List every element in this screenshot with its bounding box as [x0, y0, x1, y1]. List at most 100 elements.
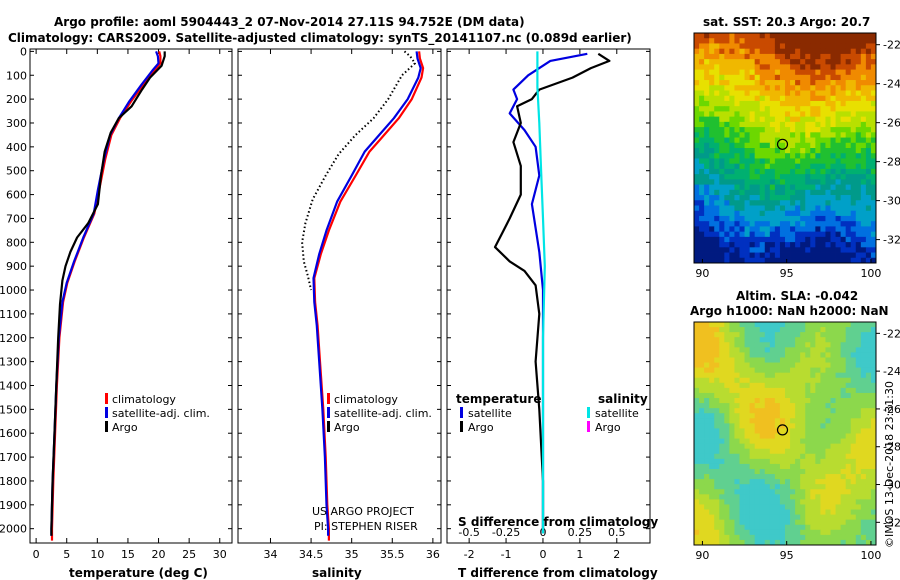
map-cell [850, 448, 857, 455]
map-cell [704, 174, 710, 180]
map-cell [790, 48, 796, 55]
map-cell [774, 121, 781, 128]
map-cell [850, 534, 857, 541]
map-cell [769, 342, 776, 348]
map-cell [719, 257, 725, 264]
map-cell [850, 48, 857, 55]
map-cell [840, 489, 847, 495]
map-cell [694, 418, 700, 424]
map-cell [704, 127, 710, 133]
map-cell [774, 413, 781, 419]
map-cell [845, 163, 852, 170]
map-cell [779, 519, 786, 526]
map-cell [830, 438, 836, 445]
map-cell [855, 226, 862, 233]
map-cell [749, 418, 756, 424]
map-cell [729, 332, 735, 338]
map-cell [704, 509, 710, 515]
map-cell [769, 189, 776, 196]
map-cell [759, 142, 766, 149]
map-cell [845, 184, 852, 191]
map-cell [749, 509, 756, 515]
map-cell [724, 90, 730, 97]
map-cell [709, 106, 715, 112]
map-cell [805, 534, 811, 541]
map-cell [820, 524, 826, 531]
map-cell [724, 53, 730, 60]
map-cell [739, 504, 745, 510]
map-cell [779, 210, 786, 217]
map-cell [850, 257, 857, 264]
map-cell [734, 337, 740, 343]
map-cell [855, 127, 862, 133]
map-cell [779, 367, 786, 374]
map-cell [835, 184, 842, 191]
map-cell [704, 153, 710, 159]
map-cell [835, 327, 842, 333]
map-cell [754, 443, 761, 450]
map-cell [865, 474, 872, 480]
map-cell [704, 524, 710, 531]
map-cell [810, 236, 816, 243]
map-cell [835, 332, 842, 338]
map-cell [845, 106, 852, 112]
map-cell [719, 539, 725, 546]
map-cell [820, 387, 826, 394]
map-cell [709, 179, 715, 185]
map-cell [785, 189, 791, 196]
map-cell [870, 489, 877, 495]
map-cell [709, 69, 715, 76]
map-cell [764, 163, 771, 170]
map-cell [800, 205, 806, 212]
map-cell [805, 74, 811, 81]
map-cell [870, 327, 877, 333]
map-cell [699, 413, 705, 419]
map-cell [860, 372, 867, 379]
map-cell [734, 127, 740, 133]
map-cell [795, 111, 801, 118]
map-cell [840, 347, 847, 353]
map-cell [785, 242, 791, 248]
map-cell [729, 463, 735, 470]
map-cell [749, 387, 756, 394]
map-cell [855, 403, 862, 409]
map-cell [744, 252, 751, 259]
map-cell [779, 372, 786, 379]
map-cell [850, 479, 857, 485]
map-cell [855, 474, 862, 480]
map-cell [759, 100, 766, 107]
map-cell [709, 352, 715, 358]
map-cell [855, 210, 862, 217]
map-cell [810, 100, 816, 107]
map-x-tick-label: 100 [860, 549, 881, 562]
map-cell [769, 200, 776, 206]
map-cell [779, 423, 786, 429]
map-cell [835, 479, 842, 485]
map-cell [815, 479, 821, 485]
map-cell [855, 90, 862, 97]
map-cell [769, 142, 776, 149]
map-cell [709, 504, 715, 510]
map-cell [734, 221, 740, 227]
map-cell [830, 48, 836, 55]
map-cell [795, 43, 801, 50]
map-cell [870, 174, 877, 180]
map-cell [865, 499, 872, 505]
map-cell [850, 423, 857, 429]
map-cell [845, 362, 852, 369]
map-cell [749, 398, 756, 404]
map-cell [724, 100, 730, 107]
map-cell [724, 489, 730, 495]
map-cell [744, 64, 751, 70]
map-cell [805, 158, 811, 165]
map-cell [795, 168, 801, 175]
map-cell [739, 59, 745, 65]
map-cell [810, 179, 816, 185]
map-cell [790, 524, 796, 531]
map-cell [855, 215, 862, 222]
map-cell [815, 509, 821, 515]
map-cell [759, 116, 766, 123]
map-cell [865, 189, 872, 196]
map-cell [779, 504, 786, 510]
map-cell [845, 226, 852, 233]
